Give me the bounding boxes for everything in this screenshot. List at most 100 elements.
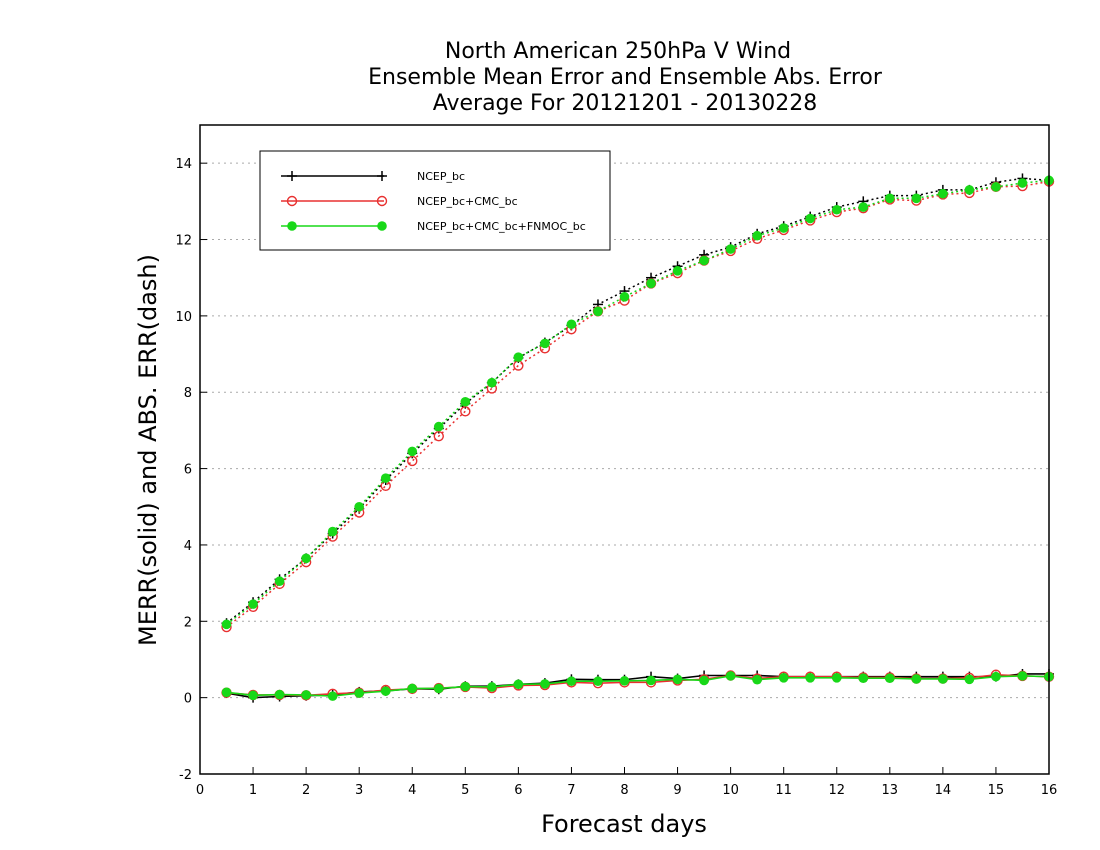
mean-error-point bbox=[991, 671, 1001, 682]
x-tick-label: 16 bbox=[1041, 783, 1058, 798]
mean-error-point bbox=[593, 676, 603, 687]
mean-error-point bbox=[672, 674, 683, 685]
abs-error-point bbox=[540, 338, 550, 349]
mean-error-point bbox=[487, 682, 497, 692]
abs-error-point bbox=[566, 319, 577, 330]
abs-error-point bbox=[1017, 178, 1028, 188]
abs-error-point bbox=[619, 291, 630, 302]
mean-error-point bbox=[858, 673, 869, 683]
mean-error-point bbox=[221, 687, 232, 698]
abs-error-point bbox=[911, 193, 922, 204]
abs-error-point bbox=[380, 473, 391, 483]
abs-error-point bbox=[460, 396, 471, 407]
x-tick-label: 2 bbox=[302, 783, 310, 798]
mean-error-point bbox=[540, 679, 550, 689]
abs-error-point bbox=[248, 599, 258, 609]
x-tick-label: 7 bbox=[567, 783, 575, 798]
mean-error-point bbox=[911, 674, 922, 684]
y-tick-label: 8 bbox=[184, 386, 192, 401]
y-tick-label: 4 bbox=[184, 539, 192, 554]
mean-error-point bbox=[938, 674, 948, 684]
x-tick-label: 1 bbox=[249, 783, 257, 798]
mean-error-point bbox=[778, 672, 789, 683]
mean-error-point bbox=[1017, 671, 1028, 681]
abs-error-point bbox=[725, 244, 736, 254]
abs-error-point bbox=[487, 377, 497, 388]
x-tick-label: 13 bbox=[882, 783, 899, 798]
y-tick-label: 14 bbox=[175, 157, 192, 172]
mean-error-point bbox=[699, 675, 709, 686]
legend-marker bbox=[376, 195, 388, 207]
y-axis-label: MERR(solid) and ABS. ERR(dash) bbox=[134, 254, 162, 646]
chart-title-line-2: Ensemble Mean Error and Ensemble Abs. Er… bbox=[368, 65, 883, 90]
abs-error-point bbox=[964, 185, 975, 195]
mean-error-point bbox=[805, 672, 816, 683]
abs-error-point bbox=[433, 421, 444, 432]
y-tick-label: 12 bbox=[175, 234, 192, 249]
abs-error-point bbox=[805, 213, 816, 224]
series-2 bbox=[221, 175, 1054, 701]
mean-error-point bbox=[752, 674, 762, 685]
legend-marker bbox=[287, 221, 297, 231]
x-tick-label: 14 bbox=[935, 783, 952, 798]
abs-error-point bbox=[407, 446, 418, 457]
legend-marker bbox=[286, 195, 298, 207]
legend-marker bbox=[287, 171, 297, 181]
x-tick-label: 10 bbox=[722, 783, 739, 798]
abs-error-point bbox=[301, 553, 311, 564]
mean-error-point bbox=[301, 690, 311, 700]
abs-error-point bbox=[327, 526, 338, 537]
legend-marker bbox=[377, 171, 387, 181]
mean-error-point bbox=[248, 690, 258, 701]
abs-error-point bbox=[274, 576, 285, 587]
chart-title-line-1: North American 250hPa V Wind bbox=[445, 39, 791, 64]
mean-error-point bbox=[274, 689, 285, 700]
mean-error-point bbox=[964, 674, 975, 685]
abs-error-point bbox=[699, 255, 709, 266]
mean-error-point bbox=[885, 673, 895, 683]
y-tick-label: -2 bbox=[179, 768, 192, 783]
abs-error-point bbox=[778, 223, 789, 233]
mean-error-point bbox=[327, 691, 338, 701]
abs-error-point bbox=[885, 193, 895, 204]
y-tick-label: 0 bbox=[184, 692, 192, 707]
mean-error-point bbox=[513, 679, 524, 690]
legend-marker bbox=[377, 221, 387, 231]
abs-error-point bbox=[858, 202, 869, 212]
y-tick-label: 2 bbox=[184, 615, 192, 630]
abs-error-point bbox=[221, 619, 232, 630]
abs-error-point bbox=[831, 204, 842, 215]
chart-title-line-3: Average For 20121201 - 20130228 bbox=[433, 91, 818, 116]
x-tick-label: 6 bbox=[514, 783, 522, 798]
abs-error-point bbox=[513, 352, 524, 362]
x-tick-label: 4 bbox=[408, 783, 416, 798]
abs-error-point bbox=[938, 188, 948, 199]
abs-error-point bbox=[672, 266, 683, 276]
y-tick-label: 6 bbox=[184, 463, 192, 478]
x-tick-label: 12 bbox=[828, 783, 845, 798]
x-tick-label: 8 bbox=[620, 783, 628, 798]
x-tick-label: 5 bbox=[461, 783, 469, 798]
mean-error-point bbox=[460, 681, 471, 692]
abs-error-point bbox=[433, 430, 444, 442]
y-tick-label: 10 bbox=[175, 310, 192, 325]
mean-error-point bbox=[354, 688, 364, 698]
legend-label: NCEP_bc+CMC_bc+FNMOC_bc bbox=[417, 220, 586, 233]
mean-error-point bbox=[646, 675, 656, 686]
abs-error-point bbox=[991, 182, 1001, 192]
series-0 bbox=[221, 173, 1054, 703]
abs-error-point bbox=[354, 501, 364, 512]
abs-error-point bbox=[460, 406, 471, 417]
legend: NCEP_bc NCEP_bc+CMC_bc NCEP_bc+CMC_bc+FNMO… bbox=[259, 150, 611, 251]
abs-error-point bbox=[407, 455, 418, 467]
mean-error-point bbox=[407, 683, 418, 694]
abs-error-point bbox=[752, 230, 762, 241]
x-tick-label: 3 bbox=[355, 783, 363, 798]
abs-error-point bbox=[646, 278, 656, 289]
x-tick-label: 0 bbox=[196, 783, 204, 798]
x-tick-label: 15 bbox=[988, 783, 1005, 798]
mean-error-point bbox=[566, 676, 577, 687]
mean-error-point bbox=[831, 672, 842, 683]
legend-label: NCEP_bc+CMC_bc bbox=[417, 195, 518, 208]
x-tick-label: 11 bbox=[775, 783, 792, 798]
